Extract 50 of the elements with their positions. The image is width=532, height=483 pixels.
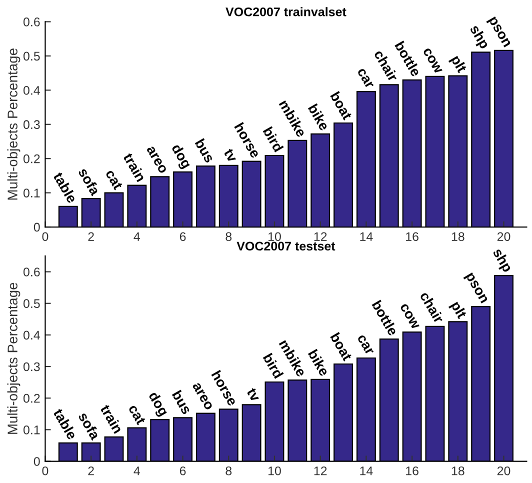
chart-title: VOC2007 testset (236, 242, 336, 251)
x-tick-label: 2 (88, 232, 94, 241)
x-tick-label: 14 (360, 232, 373, 241)
x-tick-label: 2 (88, 466, 94, 476)
y-tick-label: 0.4 (23, 330, 40, 340)
y-tick-label: 0 (34, 222, 40, 232)
y-tick-label: 0.1 (23, 425, 40, 434)
y-tick-label: 0.2 (23, 154, 40, 164)
annotation: plt (448, 54, 468, 75)
x-tick-label: 12 (314, 466, 327, 476)
annotation: car (356, 68, 374, 90)
annotation: car (356, 334, 374, 356)
x-tick-label: 6 (180, 466, 186, 476)
annotation: cat (105, 168, 123, 190)
x-tick-label: 12 (314, 232, 327, 241)
annotation: tv (246, 387, 260, 402)
y-tick-label: 0.1 (23, 188, 40, 198)
x-tick-label: 4 (134, 466, 140, 476)
x-tick-label: 20 (497, 232, 510, 242)
y-axis-title: Multi-objects Percentage (7, 48, 20, 200)
chart-title: VOC2007 trainvalset (226, 7, 346, 16)
annotation: shp (490, 247, 514, 274)
x-tick-label: 8 (226, 466, 232, 476)
x-tick-label: 16 (406, 232, 418, 242)
x-tick-label: 0 (42, 466, 48, 476)
x-tick-label: 18 (452, 466, 464, 476)
annotation: cat (128, 404, 146, 426)
y-tick-label: 0.3 (23, 362, 40, 372)
y-tick-label: 0.2 (23, 394, 40, 403)
x-tick-label: 16 (406, 466, 418, 476)
x-tick-label: 20 (497, 466, 510, 476)
y-tick-label: 0.3 (23, 120, 40, 130)
x-tick-label: 0 (42, 232, 48, 242)
annotation: tv (223, 148, 238, 164)
y-tick-label: 0.6 (23, 18, 40, 26)
x-tick-label: 14 (360, 466, 373, 476)
y-tick-label: 0.5 (23, 299, 40, 308)
x-tick-label: 10 (268, 232, 281, 242)
x-tick-label: 6 (180, 232, 186, 242)
x-tick-label: 8 (226, 232, 232, 242)
y-tick-label: 0 (34, 457, 40, 466)
y-tick-label: 0.6 (23, 268, 40, 276)
annotation: plt (448, 300, 468, 321)
x-tick-label: 10 (268, 466, 281, 476)
y-axis-title: Multi-objects Percentage (7, 282, 20, 434)
y-tick-label: 0.5 (23, 52, 40, 61)
x-tick-label: 18 (452, 232, 464, 242)
x-tick-label: 4 (134, 232, 140, 241)
y-tick-label: 0.4 (23, 86, 40, 95)
annotation: shp (467, 24, 490, 51)
